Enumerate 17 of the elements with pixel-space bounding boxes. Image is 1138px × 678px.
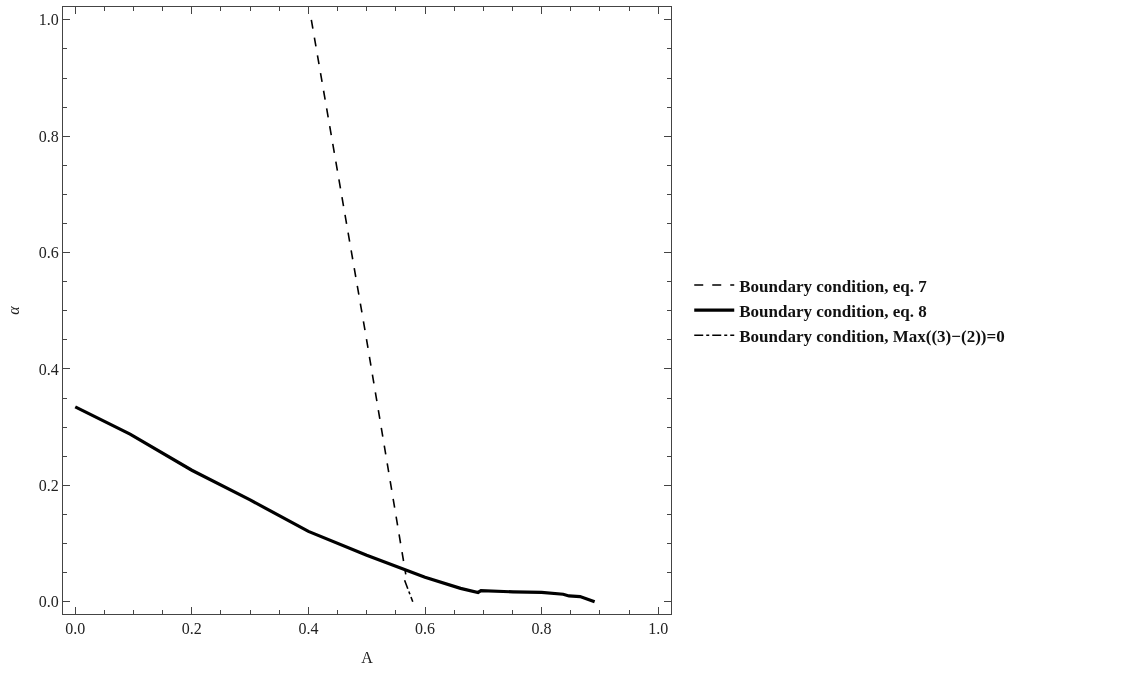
y-tick-label: 0.4 [38,360,59,378]
x-axis-title: A [361,648,374,666]
x-tick-label: 1.0 [648,620,669,638]
x-tick-label: 0.2 [181,620,202,638]
y-axis-title: α [4,305,22,315]
x-tick-label: 0.0 [65,620,86,638]
x-tick-label: 0.8 [531,620,552,638]
y-tick-label: 0.8 [38,127,59,145]
y-tick-label: 0.2 [38,476,59,494]
legend-label: Boundary condition, Max((3)−(2))=0 [739,326,1005,346]
y-tick-label: 1.0 [38,11,59,29]
y-tick-label: 0.0 [38,593,59,611]
x-tick-label: 0.6 [415,620,435,638]
x-tick-label: 0.4 [298,620,319,638]
legend-label: Boundary condition, eq. 8 [739,301,927,321]
legend-label: Boundary condition, eq. 7 [739,276,928,296]
y-tick-label: 0.6 [38,244,59,262]
